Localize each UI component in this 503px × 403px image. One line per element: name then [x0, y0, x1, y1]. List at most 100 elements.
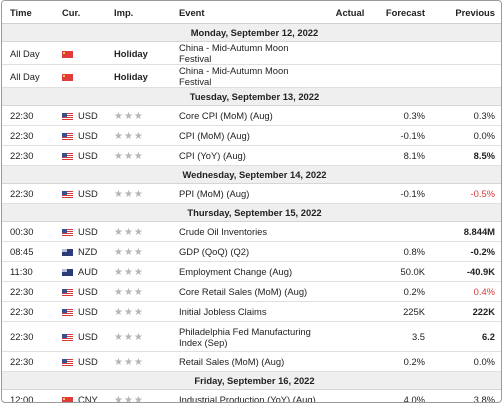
event-time: 11:30 — [2, 261, 58, 282]
actual-value — [326, 64, 374, 88]
currency-cell: USD — [58, 221, 110, 242]
header-actual[interactable]: Actual — [326, 1, 374, 24]
forecast-value — [374, 221, 429, 242]
actual-value — [326, 41, 374, 65]
previous-value: 222K — [429, 301, 501, 322]
event-name[interactable]: PPI (MoM) (Aug) — [175, 183, 326, 204]
currency-cell: USD — [58, 105, 110, 126]
header-currency[interactable]: Cur. — [58, 1, 110, 24]
table-row[interactable]: 00:30 USD ★★★ Crude Oil Inventories 8.84… — [2, 221, 501, 242]
actual-value — [326, 281, 374, 302]
event-time: 12:00 — [2, 389, 58, 402]
previous-value: 6.2 — [429, 321, 501, 352]
event-name[interactable]: CPI (YoY) (Aug) — [175, 145, 326, 166]
actual-value — [326, 183, 374, 204]
australia-flag-icon — [62, 269, 73, 277]
previous-value: 0.3% — [429, 105, 501, 126]
event-time: All Day — [2, 41, 58, 65]
china-flag-icon — [62, 397, 73, 402]
currency-code: AUD — [78, 266, 98, 277]
event-name[interactable]: Core Retail Sales (MoM) (Aug) — [175, 281, 326, 302]
currency-code: USD — [78, 226, 98, 237]
importance-stars: ★★★ — [110, 301, 175, 322]
star-icon: ★★★ — [114, 226, 144, 238]
importance-stars: ★★★ — [110, 281, 175, 302]
header-event[interactable]: Event — [175, 1, 326, 24]
importance-stars: ★★★ — [110, 145, 175, 166]
table-row[interactable]: 22:30 USD ★★★ Core Retail Sales (MoM) (A… — [2, 281, 501, 302]
event-name[interactable]: China - Mid-Autumn Moon Festival — [175, 64, 326, 88]
us-flag-icon — [62, 133, 73, 141]
currency-code: USD — [78, 331, 98, 342]
event-name[interactable]: China - Mid-Autumn Moon Festival — [175, 41, 326, 65]
header-forecast[interactable]: Forecast — [374, 1, 429, 24]
importance-stars: ★★★ — [110, 125, 175, 146]
previous-value: 8.5% — [429, 145, 501, 166]
currency-code: USD — [78, 356, 98, 367]
table-row[interactable]: All Day Holiday China - Mid-Autumn Moon … — [2, 41, 501, 65]
event-name[interactable]: Retail Sales (MoM) (Aug) — [175, 351, 326, 372]
table-row[interactable]: 22:30 USD ★★★ Initial Jobless Claims 225… — [2, 301, 501, 322]
event-name[interactable]: Initial Jobless Claims — [175, 301, 326, 322]
us-flag-icon — [62, 113, 73, 121]
currency-code: USD — [78, 150, 98, 161]
event-time: 08:45 — [2, 241, 58, 262]
date-label: Friday, September 16, 2022 — [2, 371, 501, 390]
event-time: 00:30 — [2, 221, 58, 242]
star-icon: ★★★ — [114, 356, 144, 368]
table-row[interactable]: All Day Holiday China - Mid-Autumn Moon … — [2, 64, 501, 88]
date-label: Wednesday, September 14, 2022 — [2, 165, 501, 184]
table-row[interactable]: 22:30 USD ★★★ Retail Sales (MoM) (Aug) 0… — [2, 351, 501, 372]
currency-cell: NZD — [58, 241, 110, 262]
currency-cell: USD — [58, 321, 110, 352]
event-time: 22:30 — [2, 301, 58, 322]
date-row: Wednesday, September 14, 2022 — [2, 165, 501, 184]
currency-cell: USD — [58, 301, 110, 322]
table-row[interactable]: 22:30 USD ★★★ Philadelphia Fed Manufactu… — [2, 321, 501, 352]
importance-stars: ★★★ — [110, 221, 175, 242]
previous-value — [429, 41, 501, 65]
us-flag-icon — [62, 359, 73, 367]
event-name[interactable]: Core CPI (MoM) (Aug) — [175, 105, 326, 126]
previous-value: 8.844M — [429, 221, 501, 242]
star-icon: ★★★ — [114, 331, 144, 343]
currency-cell: USD — [58, 183, 110, 204]
table-row[interactable]: 22:30 USD ★★★ CPI (YoY) (Aug) 8.1% 8.5% — [2, 145, 501, 166]
event-name[interactable]: Crude Oil Inventories — [175, 221, 326, 242]
event-name[interactable]: Industrial Production (YoY) (Aug) — [175, 389, 326, 402]
star-icon: ★★★ — [114, 394, 144, 403]
forecast-value: 0.8% — [374, 241, 429, 262]
event-name[interactable]: GDP (QoQ) (Q2) — [175, 241, 326, 262]
currency-cell — [58, 41, 110, 65]
table-row[interactable]: 12:00 CNY ★★★ Industrial Production (YoY… — [2, 389, 501, 403]
event-name[interactable]: Philadelphia Fed Manufacturing Index (Se… — [175, 321, 326, 352]
table-row[interactable]: 11:30 AUD ★★★ Employment Change (Aug) 50… — [2, 261, 501, 282]
forecast-value: 3.5 — [374, 321, 429, 352]
importance-stars: ★★★ — [110, 321, 175, 352]
previous-value: -40.9K — [429, 261, 501, 282]
header-time[interactable]: Time — [2, 1, 58, 24]
previous-value: -0.5% — [429, 183, 501, 204]
date-label: Tuesday, September 13, 2022 — [2, 87, 501, 106]
table-row[interactable]: 22:30 USD ★★★ CPI (MoM) (Aug) -0.1% 0.0% — [2, 125, 501, 146]
event-name[interactable]: Employment Change (Aug) — [175, 261, 326, 282]
event-name[interactable]: CPI (MoM) (Aug) — [175, 125, 326, 146]
date-label: Thursday, September 15, 2022 — [2, 203, 501, 222]
actual-value — [326, 301, 374, 322]
actual-value — [326, 105, 374, 126]
us-flag-icon — [62, 309, 73, 317]
event-time: 22:30 — [2, 145, 58, 166]
forecast-value — [374, 41, 429, 65]
new-zealand-flag-icon — [62, 249, 73, 257]
header-importance[interactable]: Imp. — [110, 1, 175, 24]
star-icon: ★★★ — [114, 246, 144, 258]
header-previous[interactable]: Previous — [429, 1, 501, 24]
table-row[interactable]: 22:30 USD ★★★ PPI (MoM) (Aug) -0.1% -0.5… — [2, 183, 501, 204]
table-row[interactable]: 22:30 USD ★★★ Core CPI (MoM) (Aug) 0.3% … — [2, 105, 501, 126]
star-icon: ★★★ — [114, 266, 144, 278]
star-icon: ★★★ — [114, 286, 144, 298]
event-time: 22:30 — [2, 281, 58, 302]
table-row[interactable]: 08:45 NZD ★★★ GDP (QoQ) (Q2) 0.8% -0.2% — [2, 241, 501, 262]
china-flag-icon — [62, 73, 73, 81]
